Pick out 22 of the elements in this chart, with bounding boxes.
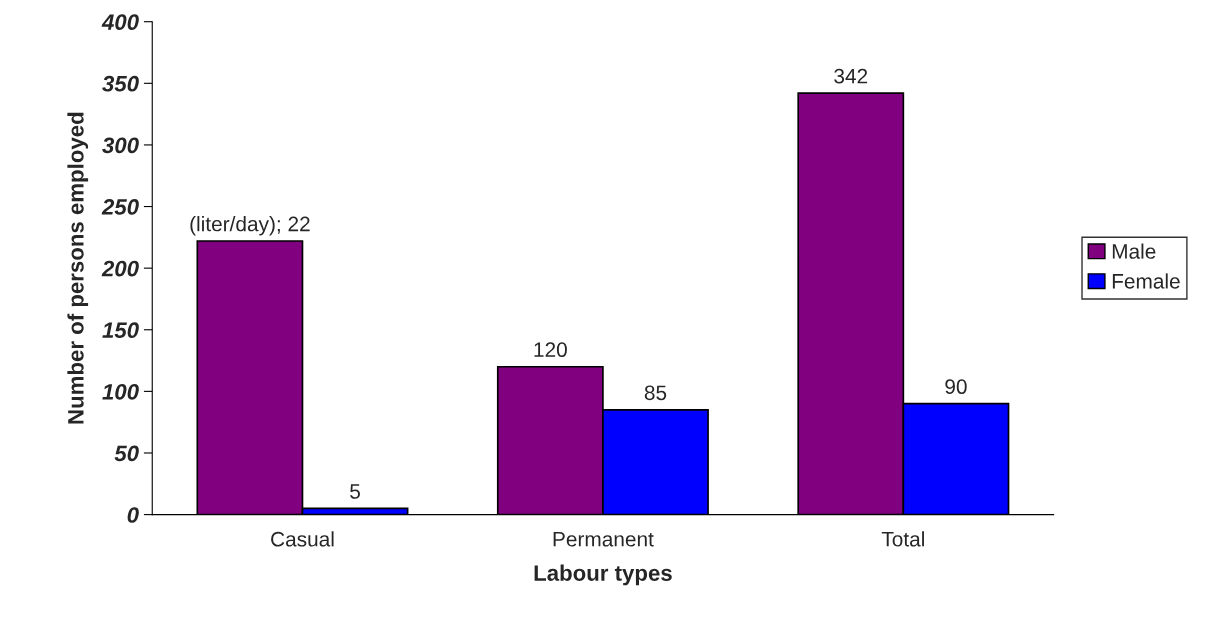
y-tick-label: 400: [101, 14, 139, 30]
y-tick-label: 300: [102, 137, 139, 154]
legend-label: Male: [1112, 243, 1156, 259]
x-axis-title: Labour types: [534, 564, 672, 586]
y-tick-label: 50: [114, 445, 139, 462]
data-label: 85: [644, 385, 667, 401]
x-tick-label: Casual: [271, 531, 334, 547]
y-tick-label: 150: [102, 322, 139, 339]
data-label: 342: [834, 68, 868, 84]
y-tick-label: 250: [101, 199, 139, 215]
annotation: (liter/day); 22: [190, 216, 310, 236]
y-tick-label: 100: [102, 383, 139, 400]
x-tick-label: Permanent: [553, 532, 654, 547]
y-tick-label: 0: [127, 507, 139, 523]
data-label: 90: [945, 379, 967, 395]
legend-label: Female: [1112, 273, 1180, 289]
data-label: 120: [534, 342, 567, 358]
y-axis-title: Number of persons employed: [67, 112, 89, 424]
y-tick-label: 200: [101, 260, 139, 277]
data-label: 5: [350, 484, 360, 499]
x-tick-label: Total: [881, 531, 924, 547]
y-tick-label: 350: [102, 75, 139, 92]
